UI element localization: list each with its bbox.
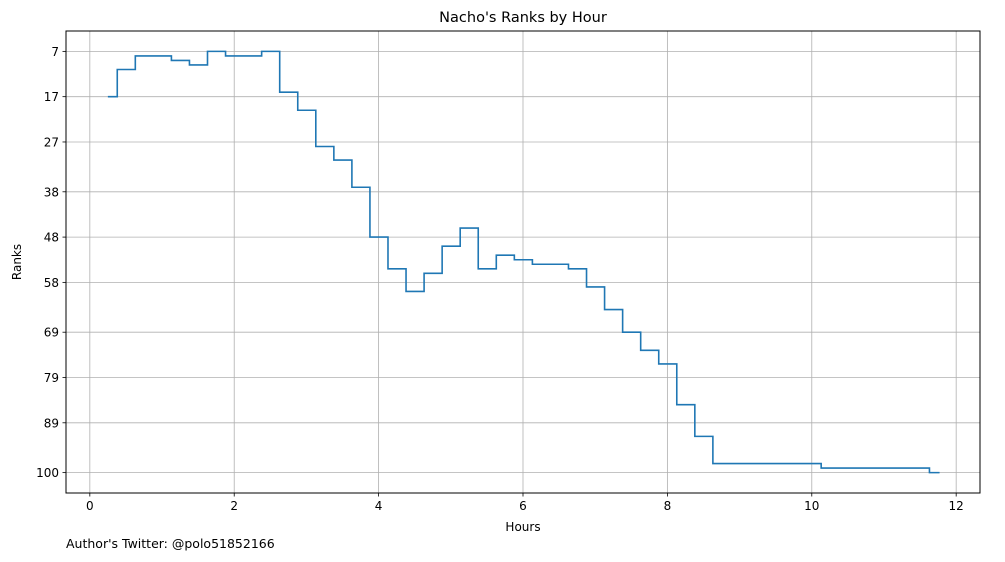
chart-title: Nacho's Ranks by Hour (439, 10, 607, 26)
y-tick-label: 58 (44, 276, 59, 290)
y-tick-label: 79 (44, 371, 59, 385)
y-tick-label: 27 (44, 135, 59, 149)
rank-series-line (107, 50, 940, 474)
y-axis-label: Ranks (10, 244, 24, 280)
y-tick-label: 89 (44, 416, 59, 430)
x-tick-label: 0 (86, 499, 94, 513)
x-axis: 0 2 4 6 8 10 12 (86, 493, 964, 513)
y-tick-label: 17 (44, 90, 59, 104)
x-tick-label: 10 (804, 499, 819, 513)
grid (66, 31, 980, 493)
y-tick-label: 100 (36, 466, 59, 480)
series-layer (107, 50, 940, 474)
y-axis: 7 17 27 38 48 58 69 79 89 100 (36, 45, 66, 480)
y-tick-label: 69 (44, 326, 59, 340)
x-tick-label: 4 (375, 499, 383, 513)
x-tick-label: 2 (230, 499, 238, 513)
x-axis-label: Hours (505, 520, 540, 534)
y-tick-label: 38 (44, 185, 59, 199)
x-tick-label: 8 (664, 499, 672, 513)
x-tick-label: 12 (949, 499, 964, 513)
author-twitter-note: Author's Twitter: @polo51852166 (66, 536, 275, 551)
y-tick-label: 7 (51, 45, 59, 59)
x-tick-label: 6 (519, 499, 527, 513)
y-tick-label: 48 (44, 231, 59, 245)
